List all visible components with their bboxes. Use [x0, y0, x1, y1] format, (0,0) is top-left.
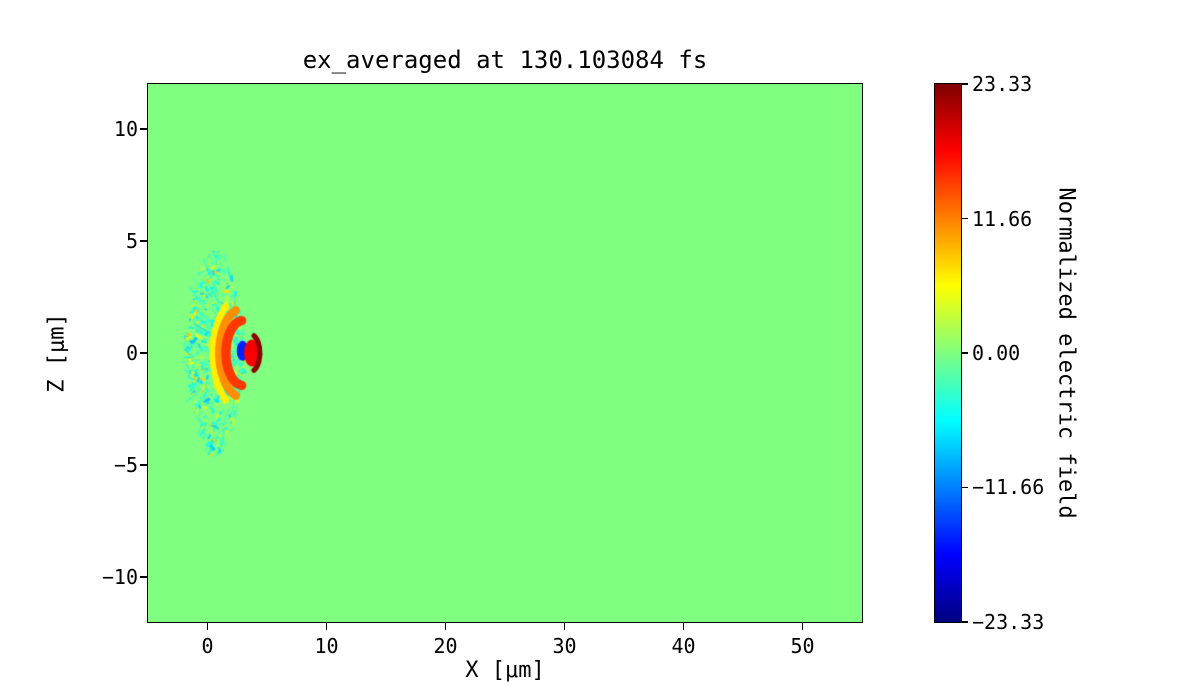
y-tick-label: 0: [125, 341, 138, 365]
x-tick-mark: [801, 623, 804, 630]
y-tick-label: −5: [113, 453, 138, 478]
colorbar-tick-mark: [962, 83, 968, 85]
y-tick-label: 5: [125, 228, 138, 253]
x-tick-mark: [206, 623, 209, 630]
colorbar-label: Normalized electric field: [1053, 187, 1079, 519]
y-tick-mark: [140, 464, 147, 466]
x-tick-label: 30: [552, 634, 577, 658]
colorbar-tick-mark: [962, 486, 968, 489]
x-tick-label: 50: [790, 634, 815, 658]
x-tick-mark: [563, 623, 566, 630]
colorbar-tick-mark: [962, 621, 968, 623]
x-tick-label: 20: [433, 634, 458, 658]
y-tick-label: 10: [113, 116, 138, 141]
x-axis-label: X [μm]: [465, 658, 545, 683]
heatmap-canvas: [148, 84, 862, 622]
y-tick-label: −10: [101, 565, 138, 590]
x-tick-mark: [325, 623, 328, 630]
colorbar-gradient: [935, 84, 961, 622]
colorbar-tick-label: 11.66: [972, 206, 1033, 231]
plot-title: ex_averaged at 130.103084 fs: [302, 46, 708, 74]
colorbar-tick-label: 23.33: [972, 72, 1033, 96]
colorbar-tick-label: −11.66: [972, 475, 1045, 500]
x-tick-label: 10: [314, 634, 339, 658]
y-tick-mark: [140, 240, 147, 242]
colorbar-tick-mark: [962, 352, 968, 354]
colorbar-tick-label: −23.33: [972, 610, 1045, 634]
y-tick-mark: [140, 576, 147, 578]
colorbar-tick-label: 0.00: [972, 341, 1021, 365]
x-tick-label: 0: [201, 634, 214, 658]
plot-area: [147, 83, 863, 623]
y-tick-mark: [140, 128, 147, 130]
colorbar: [934, 83, 962, 623]
x-tick-label: 40: [671, 634, 696, 658]
colorbar-tick-mark: [962, 217, 968, 220]
x-tick-mark: [682, 623, 685, 630]
x-tick-mark: [444, 623, 447, 630]
y-tick-mark: [140, 352, 147, 354]
